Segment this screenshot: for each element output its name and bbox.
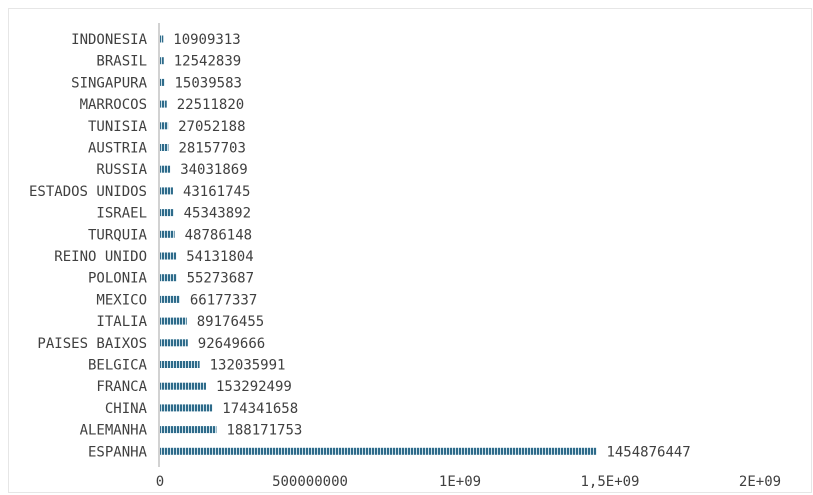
x-tick-label: 1E+09 (439, 474, 481, 490)
category-label: CHINA (105, 401, 148, 417)
category-label: BRASIL (96, 54, 147, 70)
value-label: 27052188 (178, 119, 245, 135)
bar-italia (160, 317, 187, 325)
category-label: INDONESIA (71, 32, 147, 48)
value-label: 132035991 (210, 358, 286, 374)
x-tick-label: 0 (156, 474, 164, 490)
value-label: 34031869 (180, 162, 247, 178)
bar-reino-unido (160, 252, 177, 260)
bar-paises-baixos (160, 339, 188, 347)
bar-polonia (160, 274, 177, 282)
x-tick-label: 500000000 (272, 474, 348, 490)
category-label: POLONIA (88, 271, 148, 287)
bar-estados-unidos (160, 187, 173, 195)
value-label: 10909313 (173, 32, 240, 48)
x-axis-tick-labels: 0 500000000 1E+09 1,5E+09 2E+09 (156, 474, 781, 490)
value-label: 92649666 (198, 336, 265, 352)
category-label: ESPANHA (88, 444, 148, 460)
bar-belgica (160, 361, 200, 368)
category-label: SINGAPURA (71, 75, 147, 91)
bar-israel (160, 209, 174, 217)
value-label: 153292499 (216, 379, 292, 395)
category-label: RUSSIA (96, 162, 147, 178)
x-tick-label: 1,5E+09 (580, 474, 639, 490)
bar-marrocos (160, 100, 167, 108)
value-labels: 1454876447 188171753 174341658 153292499 132… (173, 32, 690, 460)
bar-tunisia (160, 122, 169, 130)
value-label: 66177337 (190, 292, 257, 308)
bar-austria (160, 144, 169, 151)
value-label: 28157703 (178, 141, 245, 157)
category-label: MEXICO (96, 292, 147, 308)
bar-espanha (160, 447, 597, 455)
bar-chart: ESPANHA ALEMANHA CHINA FRANCA BELGICA PAISES … (29, 23, 781, 490)
value-label: 188171753 (226, 423, 302, 439)
category-label: BELGICA (88, 358, 148, 374)
bar-singapura (160, 78, 165, 86)
value-label: 45343892 (184, 206, 251, 222)
bar-indonesia (160, 35, 164, 43)
category-label: ALEMANHA (80, 423, 148, 439)
value-label: 15039583 (175, 75, 242, 91)
chart-frame: ESPANHA ALEMANHA CHINA FRANCA BELGICA PAISES … (8, 8, 812, 493)
value-label: 43161745 (183, 184, 250, 200)
value-label: 1454876447 (606, 444, 690, 460)
category-label: TURQUIA (88, 227, 148, 243)
bar-mexico (160, 295, 180, 303)
category-label: ISRAEL (96, 206, 147, 222)
bar-franca (160, 382, 206, 390)
value-label: 89176455 (197, 314, 264, 330)
value-label: 55273687 (187, 271, 254, 287)
value-label: 174341658 (222, 401, 298, 417)
category-label: ESTADOS UNIDOS (29, 184, 147, 200)
category-label: AUSTRIA (88, 141, 148, 157)
bar-china (160, 404, 213, 412)
value-label: 22511820 (177, 97, 244, 113)
category-label: MARROCOS (80, 97, 147, 113)
bar-alemanha (160, 426, 217, 434)
bar-turquia (160, 230, 175, 238)
bar-russia (160, 165, 171, 173)
category-label: REINO UNIDO (54, 249, 147, 265)
value-label: 12542839 (174, 54, 241, 70)
category-label: PAISES BAIXOS (37, 336, 147, 352)
bar-brasil (160, 57, 164, 65)
value-label: 48786148 (185, 227, 252, 243)
x-tick-label: 2E+09 (739, 474, 781, 490)
category-label: TUNISIA (88, 119, 148, 135)
category-label: ITALIA (96, 314, 147, 330)
category-labels: ESPANHA ALEMANHA CHINA FRANCA BELGICA PAISES … (29, 32, 148, 460)
value-label: 54131804 (186, 249, 253, 265)
bars-layer (160, 35, 597, 455)
category-label: FRANCA (96, 379, 147, 395)
